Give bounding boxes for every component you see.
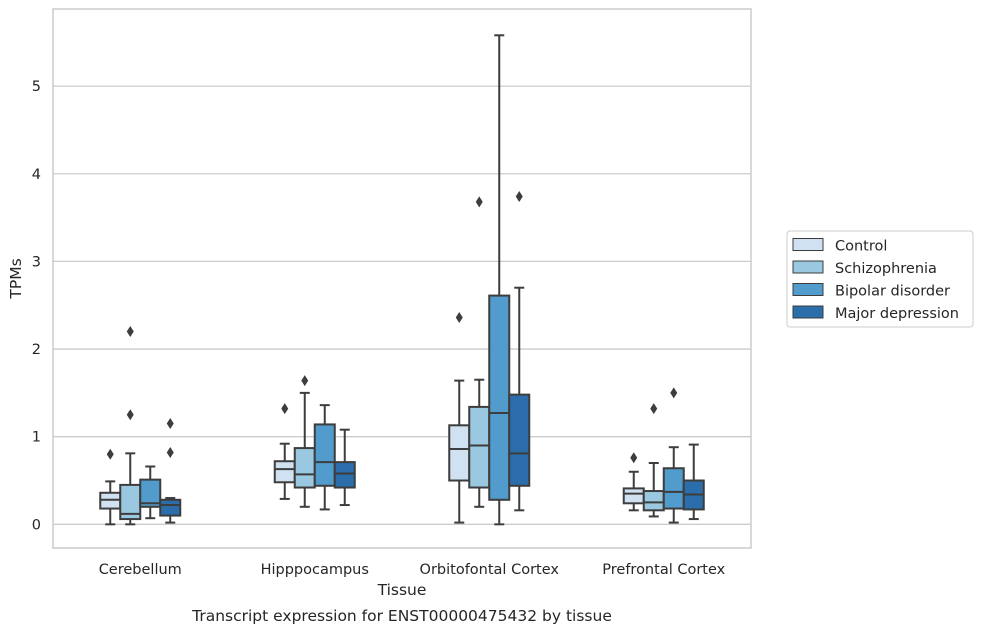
legend-frame	[786, 230, 974, 328]
box-schizophrenia	[468, 196, 491, 508]
y-tick-label: 2	[32, 342, 41, 358]
box-major-depression	[159, 418, 182, 524]
box-major-depression	[682, 443, 705, 521]
y-tick-label: 4	[32, 167, 41, 183]
legend-label: Schizophrenia	[835, 261, 937, 277]
legend-label: Control	[835, 239, 887, 255]
box-body	[488, 294, 511, 501]
box-schizophrenia	[642, 403, 665, 518]
box-control	[622, 452, 645, 512]
outlier-point	[106, 448, 114, 460]
box-body	[273, 460, 296, 484]
outlier-point	[166, 418, 174, 430]
y-tick-label: 5	[32, 79, 41, 95]
outlier-point	[515, 191, 523, 203]
outlier-point	[126, 326, 134, 338]
box-body	[468, 405, 491, 489]
box-body	[622, 487, 645, 505]
outlier-point	[670, 387, 678, 399]
grid	[53, 85, 751, 525]
box-major-depression	[333, 428, 356, 507]
box-body	[508, 393, 531, 487]
outlier-point	[475, 196, 483, 208]
chart-caption: Transcript expression for ENST0000047543…	[191, 607, 612, 625]
box-body	[333, 461, 356, 489]
outlier-point	[166, 446, 174, 458]
legend-label: Bipolar disorder	[835, 284, 950, 300]
x-tick-label: Orbitofontal Cortex	[420, 562, 560, 578]
box-control	[448, 312, 471, 524]
outlier-point	[126, 409, 134, 421]
x-tick-label: Cerebellum	[99, 562, 182, 578]
box-body	[293, 447, 316, 489]
box-bipolar-disorder	[313, 404, 336, 511]
y-axis-title: TPMs	[7, 258, 25, 299]
x-tick-label: Hipppocampus	[261, 562, 369, 578]
box-body	[662, 467, 685, 510]
box-body	[139, 478, 162, 508]
legend-swatch	[792, 305, 824, 319]
plot-frame	[52, 8, 752, 549]
box-body	[642, 490, 665, 512]
outlier-point	[630, 452, 638, 464]
box-schizophrenia	[119, 326, 142, 526]
y-axis-ticks: 0 1 2 3 4 5	[32, 79, 41, 533]
legend-swatch	[792, 238, 824, 251]
x-axis-title: Tissue	[377, 581, 427, 599]
box-bipolar-disorder	[662, 387, 685, 524]
x-tick-label: Prefrontal Cortex	[602, 562, 725, 578]
outlier-point	[455, 312, 463, 324]
box-body	[313, 423, 336, 487]
outlier-point	[650, 403, 658, 415]
outlier-point	[281, 403, 289, 415]
legend-swatch	[792, 283, 824, 296]
y-tick-label: 0	[32, 517, 41, 533]
box-bipolar-disorder	[139, 465, 162, 520]
box-schizophrenia	[293, 375, 316, 508]
legend-swatch	[792, 260, 824, 274]
outlier-point	[301, 375, 309, 387]
box-major-depression	[508, 191, 531, 512]
box-control	[99, 448, 122, 526]
box-bipolar-disorder	[488, 34, 511, 526]
legend: Control Schizophrenia Bipolar disorder Majo…	[786, 230, 974, 328]
box-body	[159, 498, 182, 517]
box-body	[448, 424, 471, 482]
box-control	[273, 403, 296, 500]
boxes	[99, 34, 705, 526]
y-tick-label: 3	[32, 254, 41, 270]
x-axis-ticks: Cerebellum Hipppocampus Orbitofontal Corte…	[99, 562, 726, 578]
legend-label: Major depression	[835, 306, 959, 322]
y-tick-label: 1	[32, 430, 41, 446]
